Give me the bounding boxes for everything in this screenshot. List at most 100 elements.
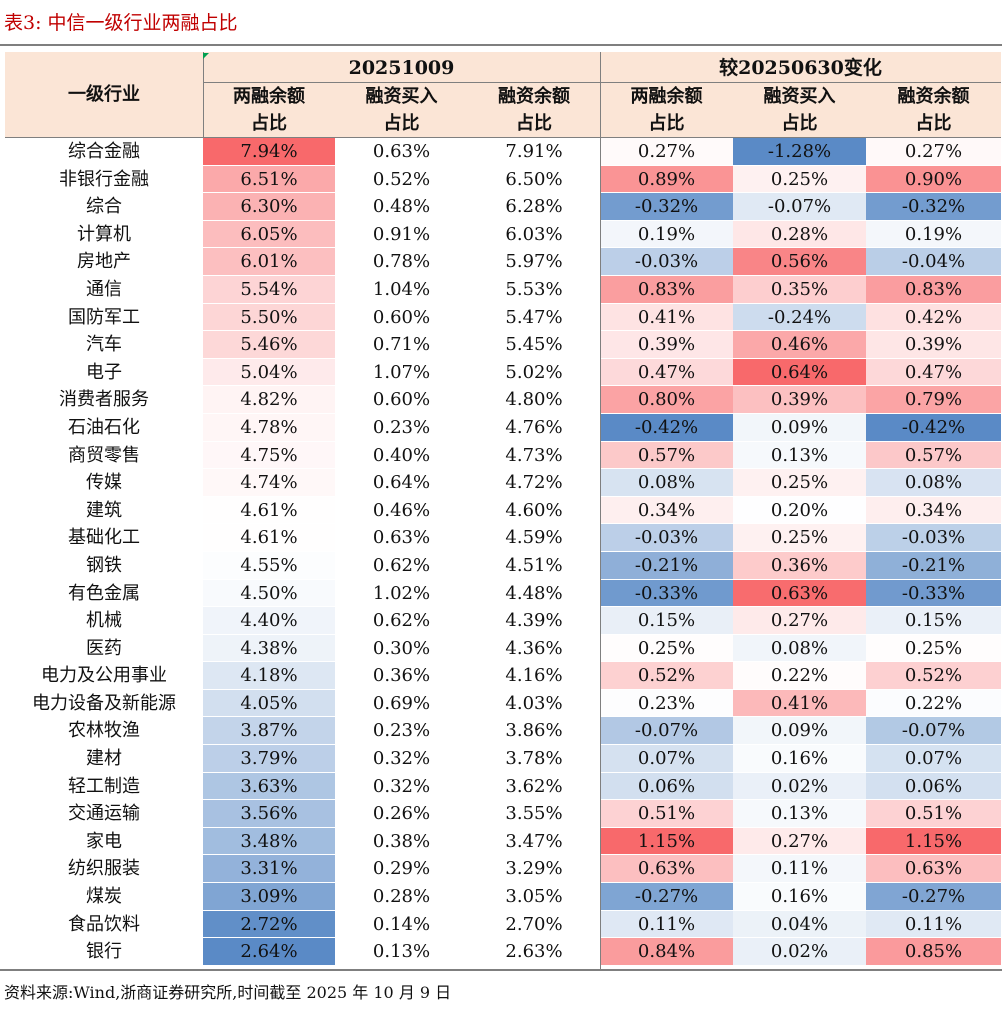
cell-marker (203, 53, 209, 59)
value-cell: -0.27% (866, 883, 1001, 911)
industry-name: 商贸零售 (5, 442, 203, 470)
value-cell: 0.40% (335, 442, 468, 470)
value-cell: 0.27% (733, 827, 866, 856)
column-header: 融资买入 占比 (763, 86, 836, 134)
industry-name: 建筑 (5, 497, 203, 525)
value-cell: 6.28% (468, 193, 600, 221)
industry-name: 医药 (5, 635, 203, 663)
value-cell: 4.48% (468, 580, 600, 608)
value-cell: 4.61% (203, 524, 335, 552)
industry-name: 房地产 (5, 248, 203, 276)
value-cell: 0.28% (733, 220, 866, 249)
value-cell: -0.07% (866, 717, 1001, 746)
table-row: 商贸零售 4.75% 0.40% 4.73% 0.57% 0.13% 0.57% (5, 441, 1001, 470)
group-header-rule (203, 82, 1001, 83)
table-row: 建筑 4.61% 0.46% 4.60% 0.34% 0.20% 0.34% (5, 496, 1001, 525)
value-cell: -0.32% (866, 193, 1001, 221)
value-cell: 4.39% (468, 607, 600, 635)
group-header-change: 较20250630变化 (719, 57, 882, 79)
table-row: 轻工制造 3.63% 0.32% 3.62% 0.06% 0.02% 0.06% (5, 772, 1001, 801)
industry-name: 有色金属 (5, 580, 203, 608)
value-cell: 0.47% (866, 358, 1001, 387)
value-cell: 0.08% (733, 634, 866, 663)
value-cell: -1.28% (733, 138, 866, 166)
value-cell: 4.05% (203, 689, 335, 718)
industry-name: 家电 (5, 828, 203, 856)
table-row: 国防军工 5.50% 0.60% 5.47% 0.41% -0.24% 0.42% (5, 303, 1001, 332)
value-cell: 3.31% (203, 855, 335, 884)
value-cell: 0.57% (600, 441, 733, 470)
value-cell: -0.03% (600, 524, 733, 552)
value-cell: 5.54% (203, 275, 335, 304)
value-cell: 0.07% (600, 745, 733, 773)
value-cell: 0.11% (866, 910, 1001, 939)
value-cell: 0.32% (335, 745, 468, 773)
table-row: 电子 5.04% 1.07% 5.02% 0.47% 0.64% 0.47% (5, 358, 1001, 387)
value-cell: 0.79% (866, 386, 1001, 414)
industry-name: 交通运输 (5, 800, 203, 828)
value-cell: 0.29% (335, 855, 468, 884)
value-cell: 6.01% (203, 248, 335, 276)
table-row: 综合金融 7.94% 0.63% 7.91% 0.27% -1.28% 0.27% (5, 138, 1001, 166)
industry-column-header: 一级行业 (68, 84, 140, 105)
value-cell: 5.45% (468, 331, 600, 359)
table-header: 一级行业 20251009 较20250630变化 两融余额 占比 融资买入 占比 … (5, 52, 1001, 137)
value-cell: 4.40% (203, 607, 335, 635)
value-cell: 0.41% (733, 689, 866, 718)
value-cell: 0.25% (733, 524, 866, 552)
table-row: 电力及公用事业 4.18% 0.36% 4.16% 0.52% 0.22% 0.52% (5, 662, 1001, 690)
value-cell: 0.13% (733, 441, 866, 470)
table-row: 煤炭 3.09% 0.28% 3.05% -0.27% 0.16% -0.27% (5, 883, 1001, 911)
table-title: 表3: 中信一级行业两融占比 (4, 12, 238, 34)
industry-name: 建材 (5, 745, 203, 773)
header-bottom-rule (5, 137, 1001, 138)
value-cell: 3.87% (203, 717, 335, 746)
group-header-current: 20251009 (348, 57, 455, 79)
value-cell: 0.11% (733, 855, 866, 884)
value-cell: 0.15% (866, 607, 1001, 635)
value-cell: -0.42% (866, 413, 1001, 442)
table-row: 传媒 4.74% 0.64% 4.72% 0.08% 0.25% 0.08% (5, 469, 1001, 497)
value-cell: 0.11% (600, 910, 733, 939)
column-header: 两融余额 占比 (233, 86, 305, 134)
value-cell: 5.04% (203, 358, 335, 387)
value-cell: -0.24% (733, 303, 866, 332)
value-cell: 0.13% (733, 800, 866, 828)
value-cell: 0.06% (866, 772, 1001, 801)
value-cell: 4.03% (468, 690, 600, 718)
value-cell: 0.23% (335, 414, 468, 442)
industry-name: 电力及公用事业 (5, 662, 203, 690)
value-cell: 1.04% (335, 276, 468, 304)
value-cell: 0.09% (733, 717, 866, 746)
value-cell: 0.63% (733, 579, 866, 608)
value-cell: 0.20% (733, 496, 866, 525)
value-cell: 0.16% (733, 745, 866, 773)
value-cell: 4.51% (468, 552, 600, 580)
table-row: 机械 4.40% 0.62% 4.39% 0.15% 0.27% 0.15% (5, 607, 1001, 635)
value-cell: 0.52% (600, 662, 733, 690)
value-cell: 0.08% (866, 469, 1001, 497)
table-row: 家电 3.48% 0.38% 3.47% 1.15% 0.27% 1.15% (5, 827, 1001, 856)
value-cell: 0.15% (600, 607, 733, 635)
value-cell: 0.51% (600, 800, 733, 828)
industry-name: 农林牧渔 (5, 717, 203, 746)
value-cell: 0.91% (335, 221, 468, 249)
value-cell: 0.62% (335, 607, 468, 635)
value-cell: 3.62% (468, 773, 600, 801)
value-cell: 0.85% (866, 938, 1001, 966)
table-row: 食品饮料 2.72% 0.14% 2.70% 0.11% 0.04% 0.11% (5, 910, 1001, 939)
value-cell: 0.63% (335, 138, 468, 166)
value-cell: 0.36% (335, 662, 468, 690)
industry-name: 汽车 (5, 331, 203, 359)
table-row: 交通运输 3.56% 0.26% 3.55% 0.51% 0.13% 0.51% (5, 800, 1001, 828)
value-cell: 0.46% (733, 331, 866, 359)
value-cell: -0.27% (600, 883, 733, 911)
value-cell: 3.47% (468, 828, 600, 856)
value-cell: 4.61% (203, 496, 335, 525)
value-cell: 0.51% (866, 800, 1001, 828)
value-cell: -0.42% (600, 413, 733, 442)
source-note: 资料来源:Wind,浙商证券研究所,时间截至 2025 年 10 月 9 日 (4, 983, 452, 1002)
value-cell: 0.06% (600, 772, 733, 801)
table-row: 钢铁 4.55% 0.62% 4.51% -0.21% 0.36% -0.21% (5, 551, 1001, 580)
table-row: 建材 3.79% 0.32% 3.78% 0.07% 0.16% 0.07% (5, 745, 1001, 773)
